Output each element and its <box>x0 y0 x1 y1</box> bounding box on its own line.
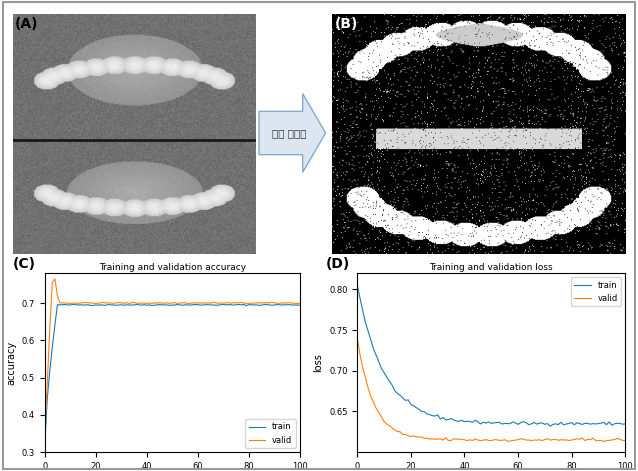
valid <box>107 300 115 306</box>
train <box>59 302 66 308</box>
valid <box>420 436 428 441</box>
Y-axis label: loss: loss <box>313 353 323 372</box>
valid <box>41 429 48 434</box>
valid <box>621 438 629 444</box>
valid <box>514 437 522 443</box>
train <box>222 302 230 308</box>
train <box>133 301 140 307</box>
valid <box>222 300 230 306</box>
train <box>296 302 304 308</box>
valid <box>61 300 69 306</box>
Text: (A): (A) <box>15 16 39 31</box>
Line: valid: valid <box>357 338 625 442</box>
train <box>105 301 112 307</box>
train <box>161 302 168 308</box>
valid <box>296 300 304 306</box>
train <box>353 283 361 288</box>
train <box>621 421 629 427</box>
train <box>541 422 549 427</box>
train <box>372 352 380 357</box>
train <box>235 301 242 307</box>
valid <box>477 438 484 443</box>
train <box>41 442 48 447</box>
Legend: train, valid: train, valid <box>571 277 621 306</box>
valid <box>161 300 168 306</box>
valid <box>600 439 607 445</box>
train <box>514 422 522 427</box>
Title: Training and validation loss: Training and validation loss <box>429 263 553 272</box>
valid <box>372 405 380 411</box>
Text: (B): (B) <box>335 16 358 31</box>
Polygon shape <box>259 94 325 172</box>
train <box>477 421 484 427</box>
Title: Training and validation accuracy: Training and validation accuracy <box>99 263 246 272</box>
Text: 영상 후처리: 영상 후처리 <box>272 128 307 138</box>
valid <box>235 300 242 306</box>
Y-axis label: accuracy: accuracy <box>6 341 16 385</box>
valid <box>197 300 204 306</box>
valid <box>554 438 562 443</box>
Line: train: train <box>357 285 625 426</box>
train <box>420 409 428 414</box>
Line: valid: valid <box>45 279 300 431</box>
Text: (D): (D) <box>325 257 350 271</box>
valid <box>353 335 361 341</box>
train <box>197 302 204 308</box>
Legend: train, valid: train, valid <box>246 419 295 448</box>
Line: train: train <box>45 304 300 445</box>
valid <box>51 276 59 282</box>
valid <box>541 437 549 442</box>
train <box>557 420 565 425</box>
train <box>546 423 554 429</box>
Text: (C): (C) <box>13 257 36 271</box>
